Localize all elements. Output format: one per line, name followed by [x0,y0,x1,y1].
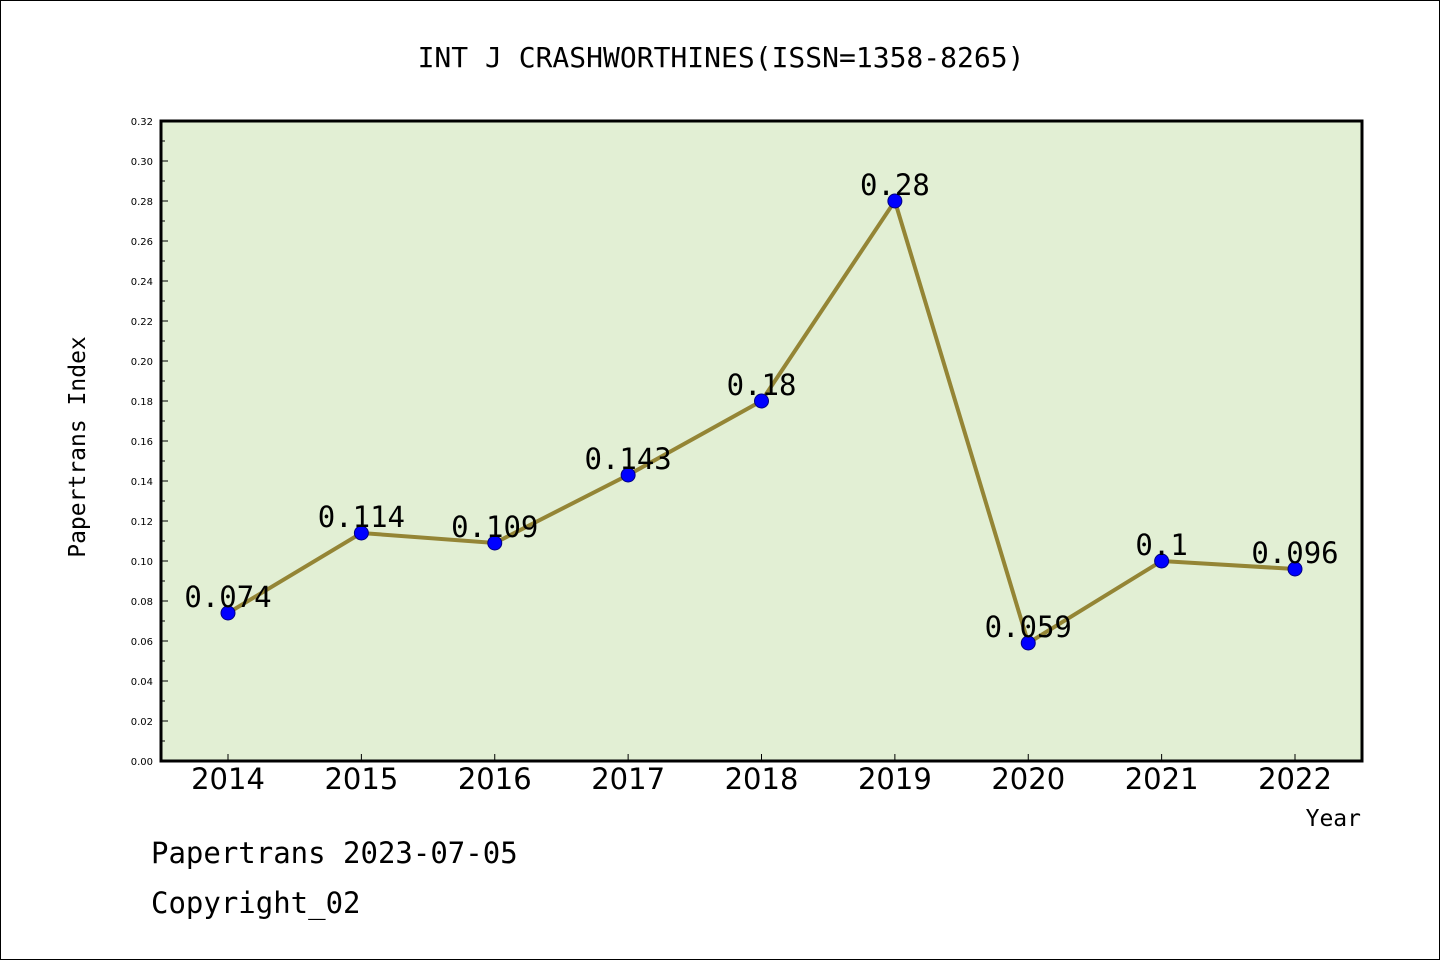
y-tick-label: 0.26 [131,237,153,248]
x-tick-label: 2022 [1258,762,1332,796]
y-axis-label: Papertrans Index [65,336,91,558]
y-tick-label: 0.16 [131,437,153,448]
y-tick-label: 0.04 [131,677,153,688]
data-point [1020,635,1036,651]
data-point [1154,553,1170,569]
y-tick-label: 0.20 [131,357,153,368]
data-point [353,525,369,541]
x-tick-label: 2015 [324,762,398,796]
data-point [220,605,236,621]
x-axis-label: Year [1306,806,1361,832]
data-label: 0.1 [1135,528,1187,562]
data-label: 0.109 [451,510,538,544]
series-layer: 0.074 0.114 0.109 0.143 0.18 0.28 0.059 0.1 0.09… [184,168,1339,651]
data-label: 0.059 [985,610,1072,644]
data-label: 0.18 [727,368,797,402]
y-tick-label: 0.24 [131,277,153,288]
footer-date: Papertrans 2023-07-05 [151,836,518,870]
chart-title: INT J CRASHWORTHINES(ISSN=1358-8265) [418,41,1025,74]
data-point [620,467,636,483]
y-tick-label: 0.22 [131,317,153,328]
y-tick-label: 0.06 [131,637,153,648]
x-tick-label: 2018 [725,762,799,796]
data-point [487,535,503,551]
y-tick-label: 0.28 [131,197,153,208]
y-tick-label: 0.08 [131,597,153,608]
y-tick-label: 0.00 [131,757,153,768]
data-label: 0.28 [860,168,930,202]
y-tick-label: 0.12 [131,517,153,528]
y-tick-label: 0.14 [131,477,153,488]
data-point [1287,561,1303,577]
y-tick-label: 0.02 [131,717,153,728]
y-axis-ticks: 0.00 0.02 0.04 0.06 0.08 0.10 0.12 0.14 0.16 0.18… [131,117,168,768]
y-tick-label: 0.32 [131,117,153,128]
x-tick-label: 2021 [1125,762,1199,796]
data-label: 0.114 [318,500,405,534]
data-label: 0.074 [184,580,271,614]
data-label: 0.096 [1251,536,1338,570]
y-tick-label: 0.30 [131,157,153,168]
x-tick-label: 2014 [191,762,265,796]
x-tick-label: 2017 [591,762,665,796]
x-tick-label: 2016 [458,762,532,796]
x-tick-label: 2020 [991,762,1065,796]
plot-area [159,119,1364,763]
y-tick-label: 0.18 [131,397,153,408]
x-axis-ticks: 2014 2015 2016 2017 2018 2019 2020 2021 2022 [191,754,1332,796]
footer-copyright: Copyright_02 [151,886,361,920]
x-tick-label: 2019 [858,762,932,796]
data-point [754,393,769,409]
y-tick-label: 0.10 [131,557,153,568]
data-label: 0.143 [584,442,671,476]
data-point [887,193,903,209]
